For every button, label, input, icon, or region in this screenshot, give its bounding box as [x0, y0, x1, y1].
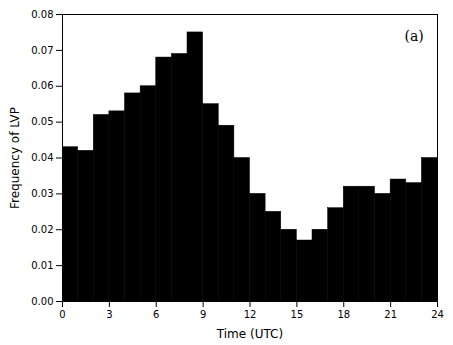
- svg-text:0.01: 0.01: [31, 260, 53, 271]
- svg-text:Time (UTC): Time (UTC): [216, 327, 283, 341]
- svg-text:0.03: 0.03: [31, 188, 53, 199]
- svg-text:21: 21: [384, 309, 397, 320]
- svg-text:12: 12: [244, 309, 257, 320]
- svg-text:6: 6: [153, 309, 159, 320]
- svg-text:0.08: 0.08: [31, 9, 53, 20]
- svg-text:0.06: 0.06: [31, 80, 53, 91]
- svg-text:0.02: 0.02: [31, 224, 53, 235]
- svg-text:0: 0: [59, 309, 65, 320]
- svg-text:9: 9: [200, 309, 206, 320]
- svg-text:0.05: 0.05: [31, 116, 53, 127]
- svg-text:0.00: 0.00: [31, 296, 53, 307]
- svg-text:Frequency of LVP: Frequency of LVP: [8, 107, 22, 209]
- svg-text:24: 24: [431, 309, 444, 320]
- svg-text:0.07: 0.07: [31, 45, 53, 56]
- svg-text:18: 18: [337, 309, 350, 320]
- svg-text:0.04: 0.04: [31, 152, 53, 163]
- svg-text:15: 15: [291, 309, 304, 320]
- svg-text:3: 3: [106, 309, 112, 320]
- svg-text:(a): (a): [404, 28, 423, 44]
